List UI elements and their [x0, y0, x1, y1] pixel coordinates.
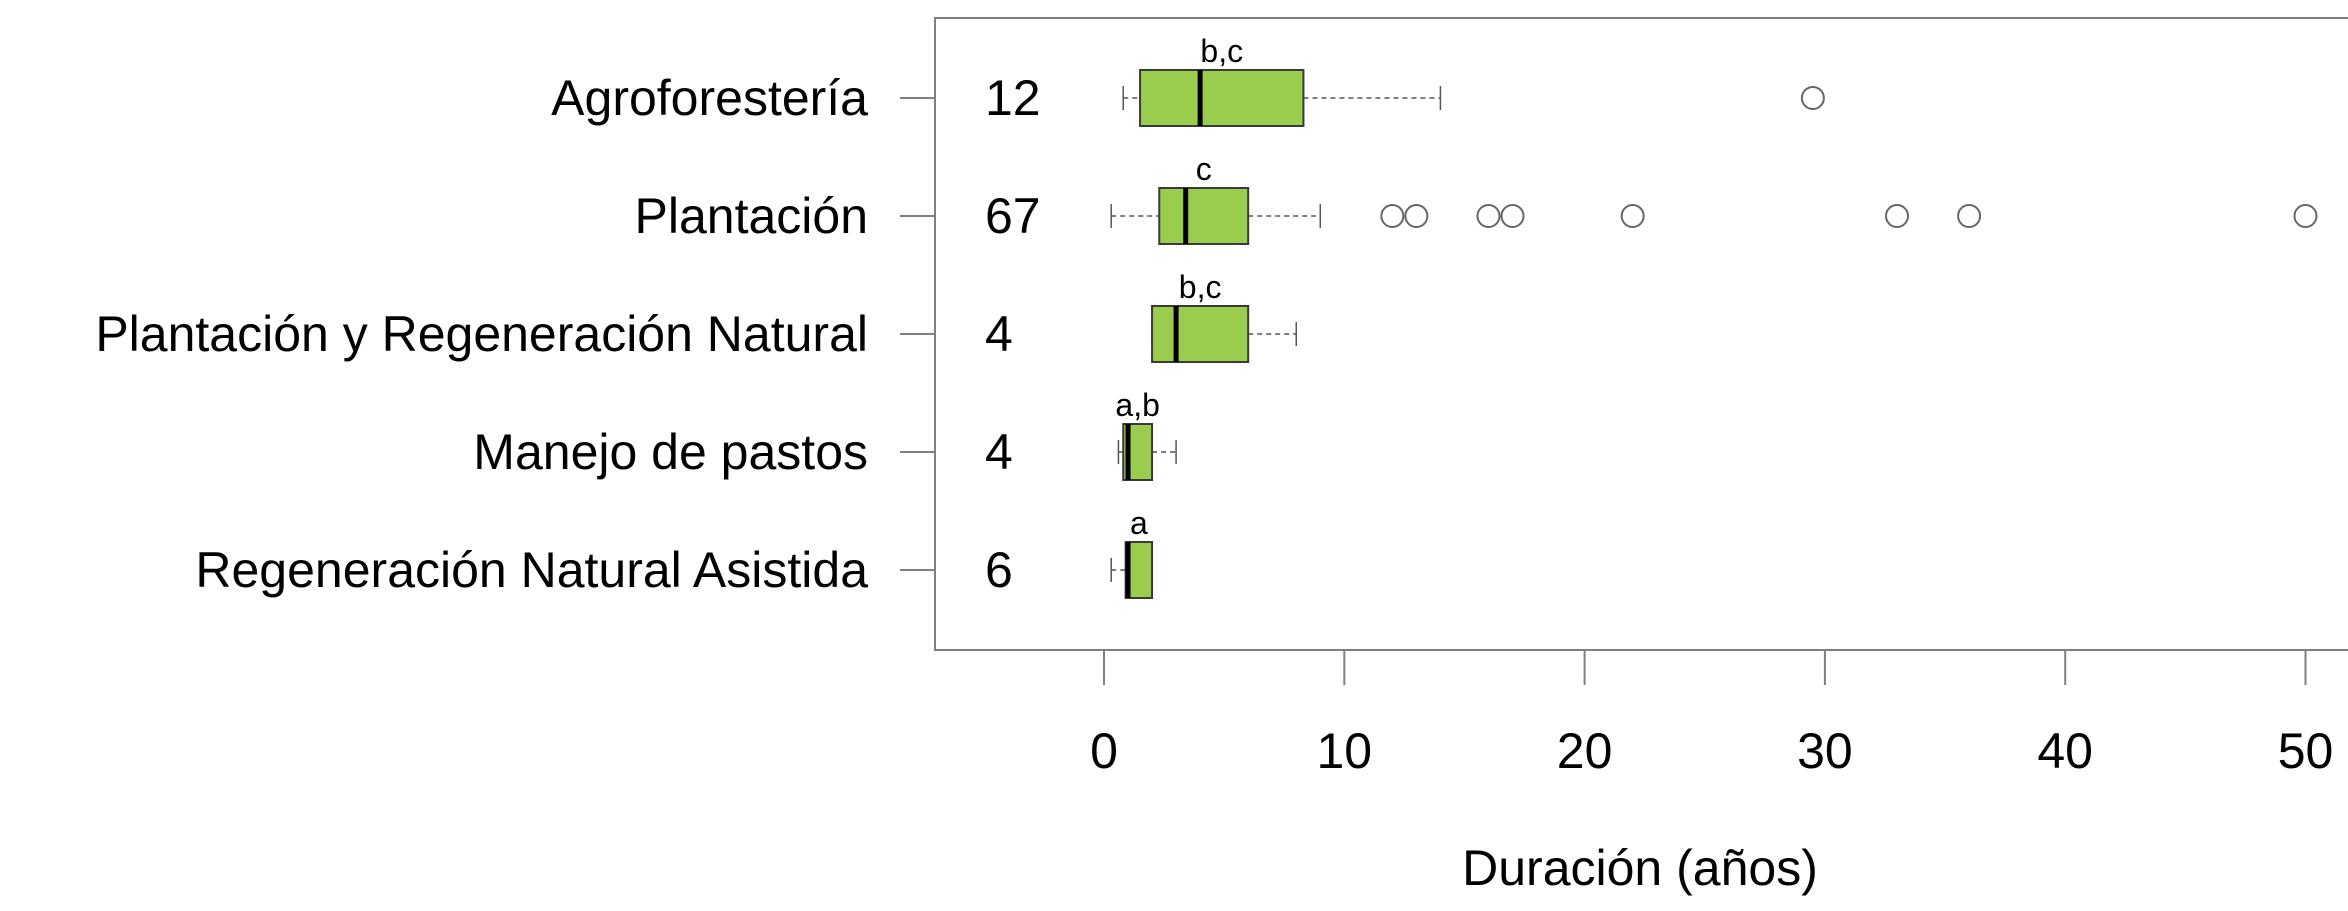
outlier-point-1-6 [1957, 204, 1982, 228]
x-tick-label-0: 0 [1090, 723, 1118, 779]
category-label-1: Plantación [635, 188, 869, 244]
axis-layer: 0 10 20 30 40 50 Agroforestería Plantación Plant… [95, 70, 2333, 779]
iqr-box-0 [1139, 69, 1305, 127]
sample-size-label-4: 6 [985, 542, 1013, 598]
significance-letters-0: b,c [1200, 33, 1243, 69]
significance-letters-2: b,c [1179, 269, 1222, 305]
x-tick-label-40: 40 [2037, 723, 2093, 779]
sample-size-label-0: 12 [985, 70, 1041, 126]
x-tick-label-50: 50 [2278, 723, 2334, 779]
outlier-point-1-4 [1620, 204, 1645, 228]
iqr-box-2 [1151, 305, 1250, 363]
category-label-3: Manejo de pastos [473, 424, 868, 480]
sample-size-label-1: 67 [985, 188, 1041, 244]
outlier-point-1-3 [1500, 204, 1525, 228]
outlier-point-1-1 [1404, 204, 1429, 228]
significance-letters-4: a [1130, 505, 1148, 541]
outlier-point-1-5 [1884, 204, 1909, 228]
x-tick-label-10: 10 [1316, 723, 1372, 779]
x-axis-label: Duración (años) [1462, 840, 1818, 896]
x-tick-label-20: 20 [1557, 723, 1613, 779]
category-label-0: Agroforestería [551, 70, 868, 126]
x-tick-label-30: 30 [1797, 723, 1853, 779]
box-group-1: 67 c [985, 151, 2318, 245]
sample-size-label-3: 4 [985, 424, 1013, 480]
box-group-0: 12 b,c [985, 33, 1825, 127]
outlier-point-1-2 [1476, 204, 1501, 228]
significance-letters-3: a,b [1115, 387, 1159, 423]
outlier-point-0-0 [1800, 86, 1825, 110]
category-label-4: Regeneración Natural Asistida [195, 542, 868, 598]
box-group-3: 4 a,b [985, 387, 1177, 481]
sample-size-label-2: 4 [985, 306, 1013, 362]
significance-letters-1: c [1196, 151, 1212, 187]
outlier-point-1-0 [1380, 204, 1405, 228]
iqr-box-1 [1158, 187, 1250, 245]
category-label-2: Plantación y Regeneración Natural [95, 306, 868, 362]
box-group-4: 6a [985, 505, 1154, 599]
outlier-point-1-7 [2293, 204, 2318, 228]
box-group-2: 4 b,c [985, 269, 1297, 363]
